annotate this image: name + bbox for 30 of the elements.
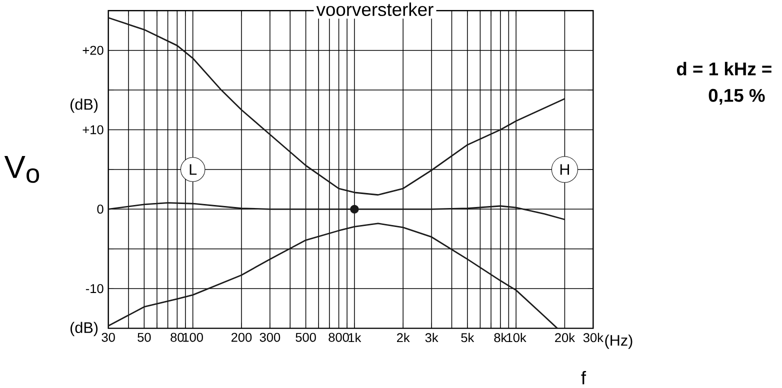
x-tick-label: 30: [102, 332, 115, 342]
y-tick-label: 0: [97, 204, 104, 214]
x-tick-label: 500: [296, 332, 316, 342]
y-tick-label: -10: [86, 284, 104, 293]
text: 0,15 %: [708, 88, 765, 104]
x-tick-label: 100: [183, 332, 203, 342]
annotation: L: [190, 164, 197, 174]
x-tick-label: 5k: [461, 332, 474, 342]
text: (dB): [70, 322, 98, 336]
x-tick-label: 800: [328, 332, 349, 342]
x-tick-label: 30k: [583, 332, 604, 342]
x-tick-label: 2k: [396, 332, 410, 342]
chart-title: voorversterker: [316, 2, 434, 16]
y-tick-label: +10: [82, 125, 104, 134]
x-tick-label: 300: [260, 332, 280, 342]
x-tick-label: 8k: [494, 332, 508, 342]
text: (dB): [70, 98, 98, 113]
x-tick-label: 80: [170, 332, 184, 342]
x-tick-label: 20k: [555, 332, 576, 342]
x-tick-label: 50: [138, 332, 151, 342]
x-tick-label: 3k: [425, 332, 438, 342]
y-tick-label: +20: [82, 46, 104, 55]
text: (Hz): [605, 334, 632, 349]
x-tick-label: 200: [231, 332, 252, 342]
text: d = 1 kHz =: [676, 62, 772, 76]
x-tick-label: 1k: [348, 332, 362, 342]
x-tick-label: 10k: [506, 332, 526, 342]
y-axis-title: V$_{o}$: [4, 156, 40, 183]
x-axis-title: f: [581, 370, 586, 384]
annotation: H: [560, 164, 569, 174]
